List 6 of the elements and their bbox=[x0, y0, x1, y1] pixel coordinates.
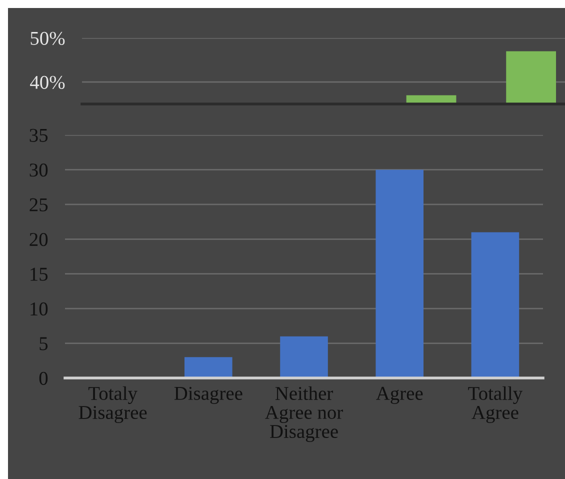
bar bbox=[376, 170, 424, 378]
bar bbox=[184, 357, 232, 378]
y-tick-label: 40% bbox=[30, 76, 65, 89]
y-tick-label: 50% bbox=[30, 32, 65, 45]
bar bbox=[280, 336, 328, 378]
bar bbox=[471, 232, 520, 378]
